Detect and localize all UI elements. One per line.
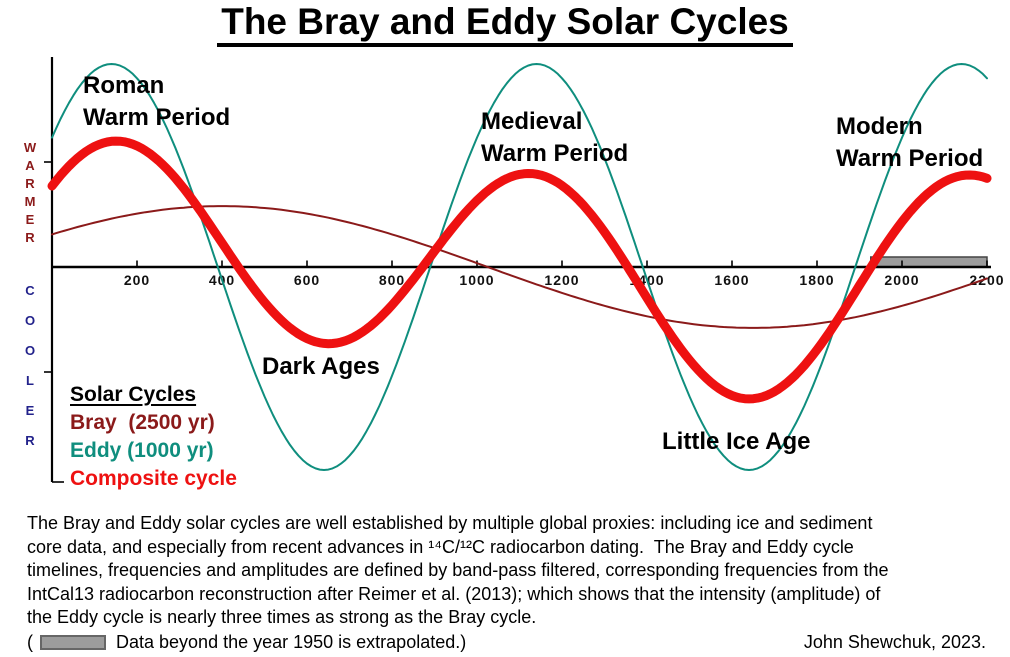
x-tick-label: 2000 (884, 272, 919, 288)
annotation-dark-ages: Dark Ages (262, 353, 380, 380)
attribution: John Shewchuk, 2023. (803, 632, 986, 652)
series-composite-cycle (47, 136, 992, 404)
extrapolation-bar-swatch (40, 635, 106, 650)
page-title: The Bray and Eddy Solar Cycles (0, 0, 1010, 47)
chart-legend: Solar Cycles Bray (2500 yr) Eddy (1000 y… (70, 381, 237, 493)
chart-canvas: 200 400 600 800 1000 1200 1400 1600 1800 2000 2200 (44, 57, 1004, 483)
legend-item-composite: Composite cycle (70, 467, 237, 490)
x-tick-label: 2200 (969, 272, 1004, 288)
legend-item-eddy: Eddy (1000 yr) (70, 439, 214, 462)
annotation-modern-warm-period: Modern Warm Period (836, 113, 984, 172)
annotation-roman-warm-period: Roman Warm Period (83, 72, 231, 131)
y-axis-cooler-label: C O O L E R (24, 283, 36, 448)
x-tick-label: 800 (379, 272, 405, 288)
y-axis-warmer-label: W A R M E R (23, 140, 37, 245)
page-title-text: The Bray and Eddy Solar Cycles (217, 1, 793, 47)
footer-line: ( Data beyond the year 1950 is extrapola… (27, 630, 986, 654)
note-open-paren: ( (27, 632, 33, 652)
annotation-little-ice-age: Little Ice Age (662, 428, 811, 455)
series-eddy-1000-yr- (51, 63, 988, 471)
x-tick-label: 1200 (544, 272, 579, 288)
legend-heading: Solar Cycles (70, 383, 197, 406)
annotation-medieval-warm-period: Medieval Warm Period (481, 108, 629, 167)
x-tick-label: 600 (294, 272, 320, 288)
extrapolation-bar (870, 256, 988, 268)
x-tick-label: 1800 (799, 272, 834, 288)
extrapolation-note: Data beyond the year 1950 is extrapolate… (116, 632, 467, 652)
x-tick-label: 200 (124, 272, 150, 288)
chart-description: The Bray and Eddy solar cycles are well … (27, 513, 889, 627)
legend-item-bray: Bray (2500 yr) (70, 411, 215, 434)
x-tick-label: 1600 (714, 272, 749, 288)
x-tick-label: 1000 (459, 272, 494, 288)
